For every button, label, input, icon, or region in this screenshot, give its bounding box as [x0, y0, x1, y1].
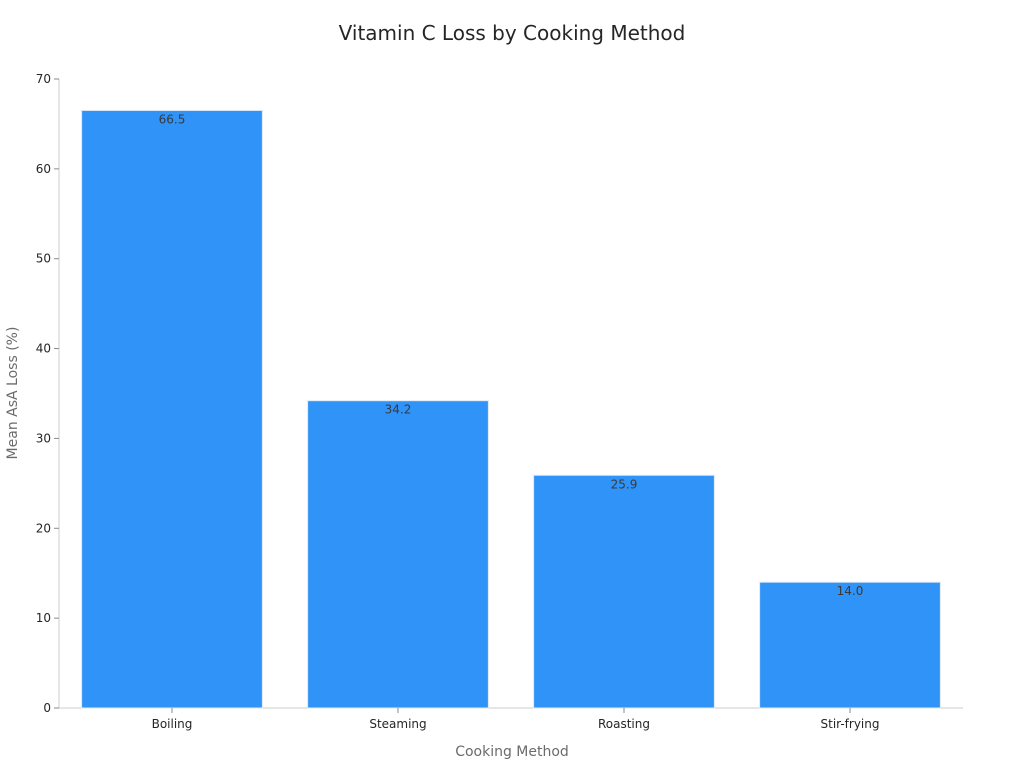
bar-boiling [81, 109, 263, 709]
bar-roasting [533, 474, 715, 709]
x-axis-ticks: Boiling Steaming Roasting Stir-frying [152, 708, 880, 731]
bar-value-label: 66.5 [159, 112, 186, 126]
y-tick-label: 30 [36, 431, 51, 445]
bar-steaming [307, 400, 489, 709]
chart-title: Vitamin C Loss by Cooking Method [339, 21, 686, 45]
bar-value-label: 25.9 [611, 477, 638, 491]
y-tick-label: 50 [36, 252, 51, 266]
x-tick-label: Steaming [369, 717, 426, 731]
value-labels-group: 66.5 34.2 25.9 14.0 [159, 112, 864, 598]
bar-stir-frying [759, 581, 941, 709]
y-tick-label: 60 [36, 162, 51, 176]
y-tick-label: 40 [36, 342, 51, 356]
y-tick-label: 10 [36, 611, 51, 625]
x-tick-label: Stir-frying [821, 717, 880, 731]
bar-value-label: 34.2 [385, 403, 412, 417]
x-tick-label: Roasting [598, 717, 650, 731]
x-axis-label: Cooking Method [455, 744, 569, 760]
bars-group [81, 109, 941, 709]
y-axis-ticks: 0 10 20 30 40 50 60 70 [36, 72, 59, 715]
bar-value-label: 14.0 [837, 584, 864, 598]
y-tick-label: 20 [36, 521, 51, 535]
y-tick-label: 70 [36, 72, 51, 86]
y-axis-label: Mean AsA Loss (%) [5, 327, 21, 460]
x-tick-label: Boiling [152, 717, 193, 731]
y-tick-label: 0 [43, 701, 51, 715]
